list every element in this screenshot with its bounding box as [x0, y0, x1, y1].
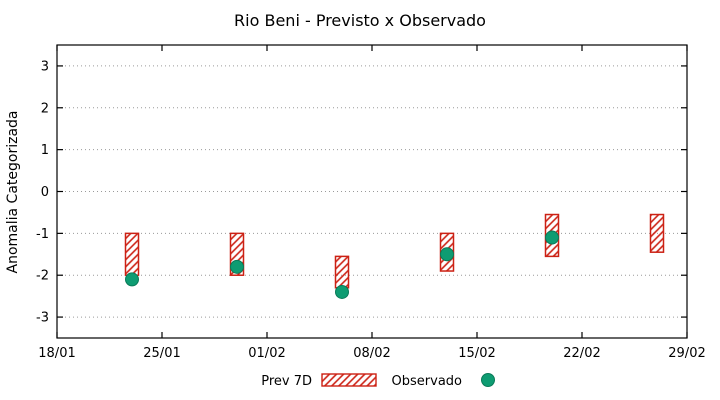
x-tick-label: 25/01	[143, 346, 180, 361]
legend-label-observado: Observado	[392, 374, 463, 389]
y-tick-label: 0	[41, 185, 49, 200]
x-tick-label: 08/02	[353, 346, 390, 361]
prev7d-bar	[649, 213, 665, 253]
x-tick-label: 15/02	[458, 346, 495, 361]
observado-point	[545, 230, 559, 245]
prev7d-bar	[124, 232, 140, 276]
x-tick-label: 18/01	[38, 346, 75, 361]
y-tick-label: 2	[41, 101, 49, 116]
chart-title: Rio Beni - Previsto x Observado	[234, 11, 486, 30]
y-tick-label: -1	[36, 227, 49, 242]
y-tick-label: -2	[36, 269, 49, 284]
y-axis-label: Anomalia Categorizada	[5, 111, 21, 274]
legend-sample-observado-point	[481, 373, 495, 387]
x-tick-label: 22/02	[563, 346, 600, 361]
x-tick-label: 01/02	[248, 346, 285, 361]
observado-point	[230, 259, 244, 274]
observado-point	[440, 247, 454, 262]
prev7d-bar	[334, 255, 350, 289]
observado-point	[125, 272, 139, 287]
plot-area: 18/01 25/01 01/02 08/02 15/02 22/02 29/02 -3 -2 -…	[36, 44, 706, 361]
y-tick-label: -3	[36, 311, 49, 326]
x-tick-label: 29/02	[668, 346, 705, 361]
legend: Prev 7D Observado	[261, 373, 495, 389]
legend-label-prev7d: Prev 7D	[261, 374, 312, 389]
legend-sample-prev7d-hatch	[321, 373, 377, 387]
observado-point	[335, 284, 349, 299]
plot-border	[56, 44, 688, 339]
y-tick-label: 3	[41, 59, 49, 74]
y-tick-label: 1	[41, 143, 49, 158]
